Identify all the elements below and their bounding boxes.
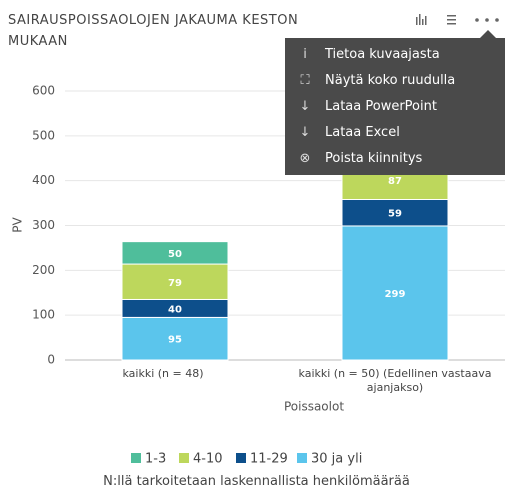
x-tick-label: kaikki (n = 50) (Edellinen vastaava ajan… (298, 367, 492, 394)
y-tick-label: 400 (32, 173, 55, 187)
x-axis-title: Poissaolot (284, 400, 344, 414)
legend-swatch (131, 453, 141, 463)
y-tick-label: 500 (32, 128, 55, 142)
more-dot[interactable] (475, 18, 479, 22)
legend-label: 1-3 (145, 452, 166, 467)
bar-segment (341, 225, 449, 361)
menu-item-label: Poista kiinnitys (325, 150, 423, 166)
data-label: 50 (168, 249, 182, 260)
chart-icon[interactable] (416, 17, 418, 25)
context-menu: i Tietoa kuvaajasta ⛶ Näytä koko ruudulla … (285, 38, 505, 175)
more-dot[interactable] (495, 18, 499, 22)
menu-item[interactable]: ↓ Lataa Excel (299, 124, 400, 140)
x-tick-label: kaikki (n = 48) (122, 367, 204, 380)
menu-item[interactable]: i Tietoa kuvaajasta (303, 46, 440, 62)
chart-title: SAIRAUSPOISSAOLOJEN JAKAUMA KESTON MUKAA… (8, 13, 299, 49)
y-tick-label: 300 (32, 218, 55, 232)
legend-swatch (297, 453, 307, 463)
legend-swatch (179, 453, 189, 463)
footnote: N:llä tarkoitetaan laskennallista henkil… (103, 474, 410, 489)
menu-icon-line (447, 23, 456, 25)
menu-item-label: Lataa PowerPoint (325, 98, 437, 114)
chart-icon-bar (425, 16, 427, 25)
menu-icon[interactable] (447, 15, 456, 17)
bar-segment (121, 241, 229, 265)
y-tick-label: 100 (32, 308, 55, 322)
y-tick-label: 0 (47, 353, 55, 367)
menu-item-label: Lataa Excel (325, 124, 400, 140)
bar-segment (121, 263, 229, 300)
y-tick-label: 600 (32, 84, 55, 98)
y-tick-label: 200 (32, 263, 55, 277)
menu-item[interactable]: ↓ Lataa PowerPoint (299, 98, 437, 114)
data-label: 40 (168, 304, 182, 315)
data-label: 299 (385, 289, 406, 300)
menu-item-label: Näytä koko ruudulla (325, 72, 456, 88)
legend-label: 30 ja yli (311, 452, 362, 467)
data-label: 79 (168, 278, 182, 289)
toolbar (416, 14, 499, 25)
menu-item[interactable]: ⛶ Näytä koko ruudulla (300, 72, 456, 88)
bar-segment (121, 316, 229, 361)
chart-icon-bar (422, 19, 424, 25)
data-label: 87 (388, 176, 402, 187)
legend-swatch (236, 453, 246, 463)
more-dot[interactable] (485, 18, 489, 22)
menu-caret (480, 30, 496, 38)
menu-icon-line (447, 19, 456, 21)
menu-item[interactable]: ⊗ Poista kiinnitys (299, 150, 423, 166)
legend-label: 4-10 (193, 452, 223, 467)
y-axis-title: PV (11, 216, 25, 232)
legend-label: 11-29 (250, 452, 288, 467)
data-label: 95 (168, 335, 182, 346)
menu-item-label: Tietoa kuvaajasta (325, 46, 440, 62)
bar-segment (341, 198, 449, 227)
chart-icon-bar (419, 14, 421, 25)
data-label: 59 (388, 209, 402, 220)
